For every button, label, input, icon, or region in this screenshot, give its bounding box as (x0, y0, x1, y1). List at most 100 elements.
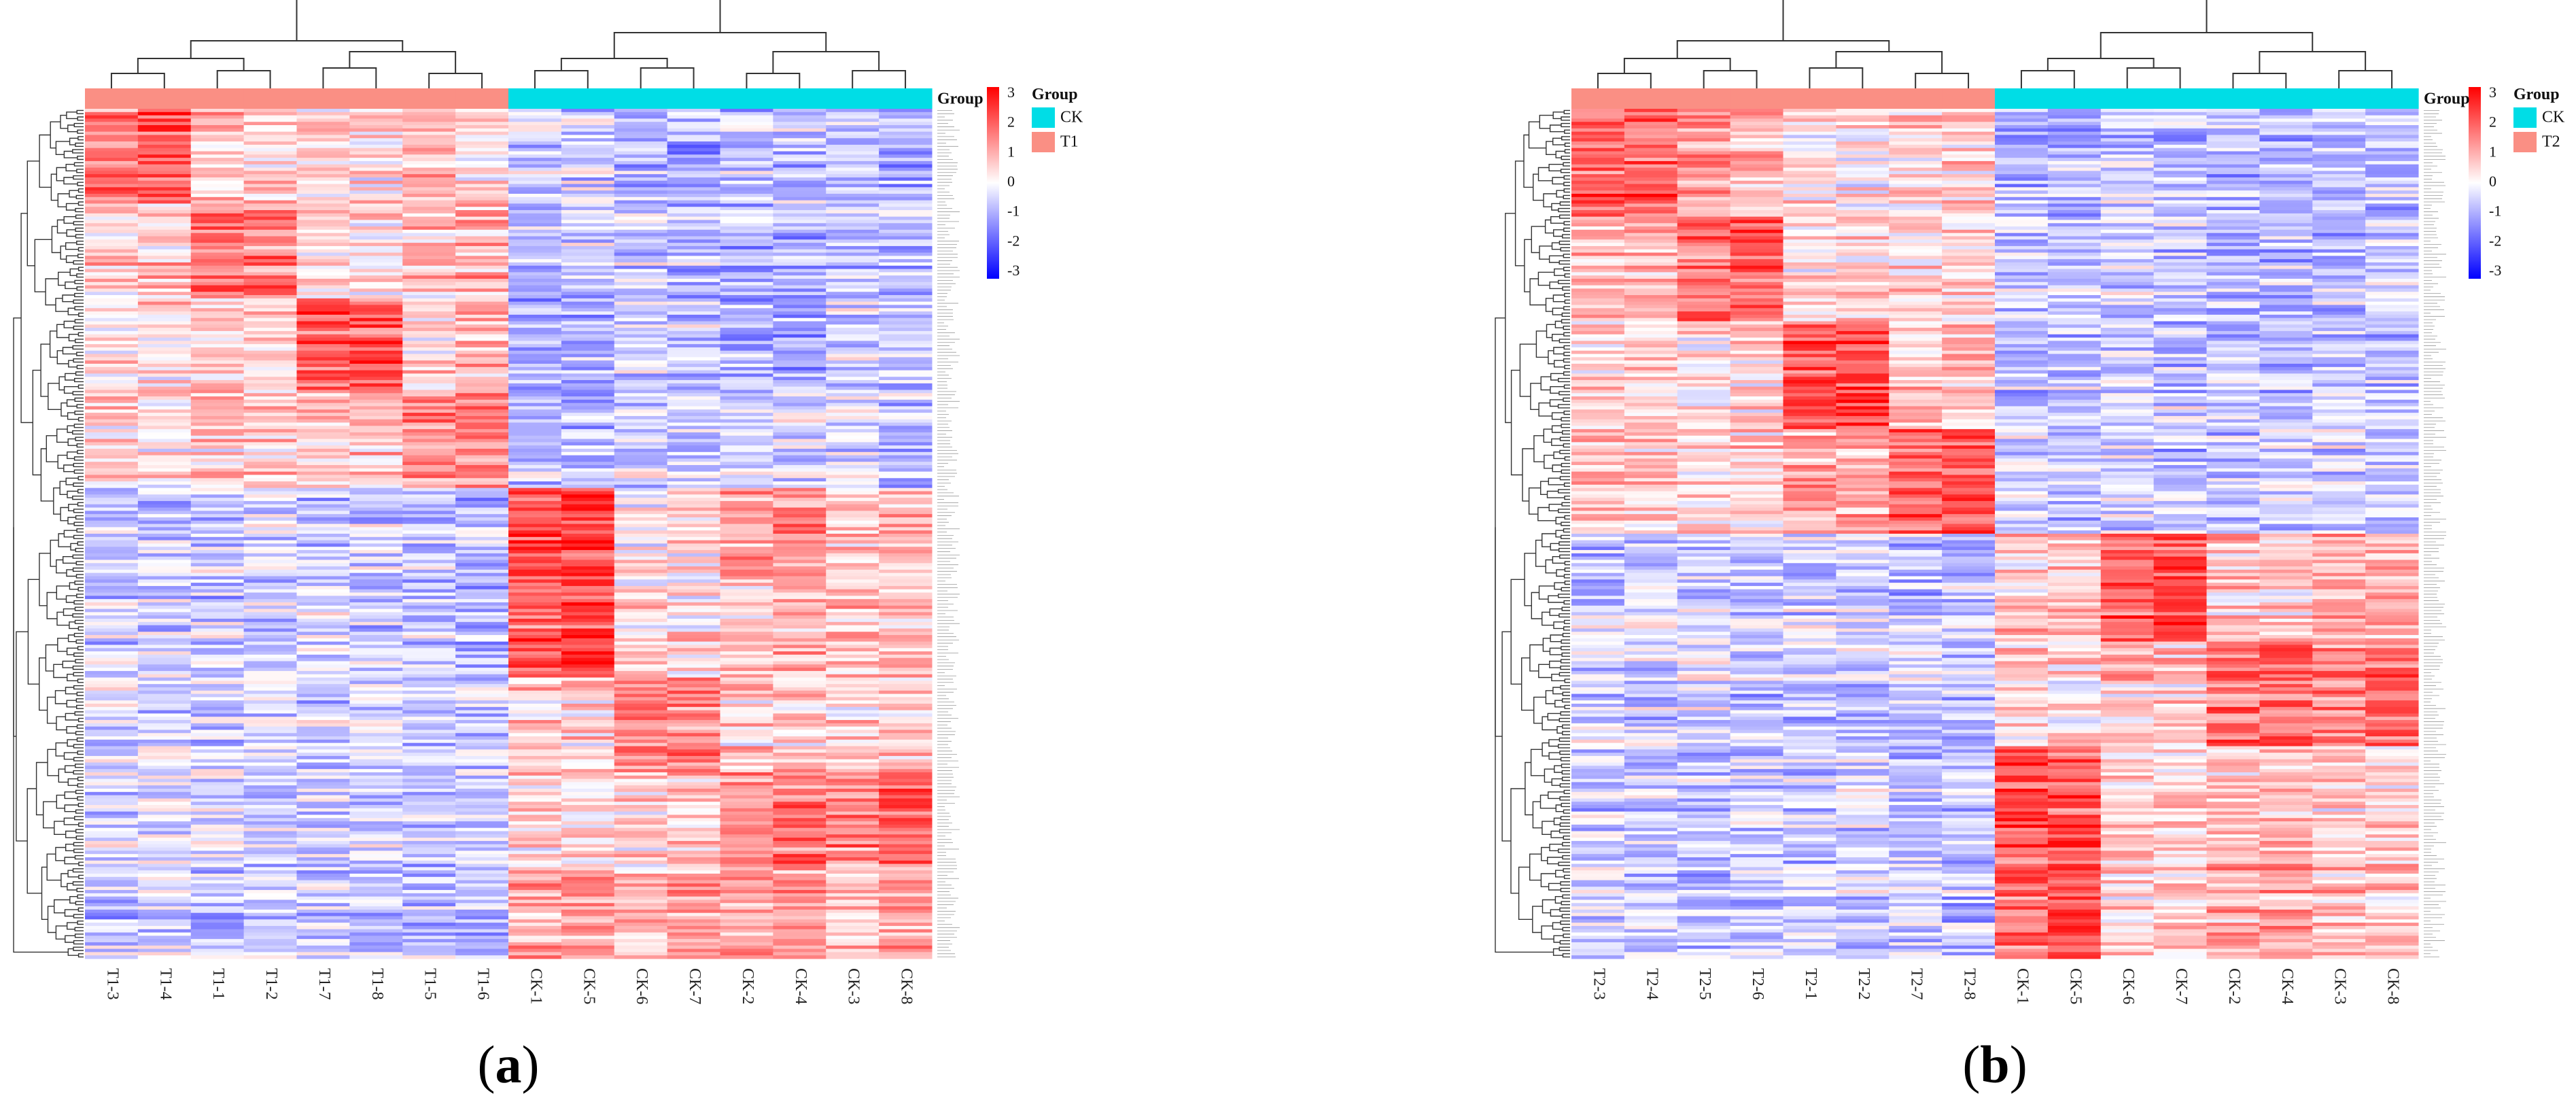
heatmap-cell (455, 838, 509, 842)
heatmap-cell (243, 259, 298, 263)
heatmap-cell (85, 798, 139, 802)
heatmap-cell (190, 334, 245, 339)
heatmap-cell (85, 847, 139, 851)
heatmap-cell (296, 383, 350, 388)
heatmap-cell (826, 308, 880, 312)
group-bar-cell-T1-2 (243, 88, 298, 109)
heatmap-cell (85, 160, 139, 165)
heatmap-cell (455, 279, 509, 283)
heatmap-cell (614, 553, 668, 557)
heatmap-cell (773, 422, 826, 426)
heatmap-cell (667, 471, 721, 475)
heatmap-cell (243, 272, 298, 276)
heatmap-cell (455, 948, 509, 953)
heatmap-cell (243, 386, 298, 390)
heatmap-cell (137, 429, 192, 433)
heatmap-cell (2100, 148, 2155, 152)
heatmap-cell (561, 896, 615, 900)
heatmap-cell (879, 160, 933, 165)
heatmap-cell (243, 534, 298, 538)
heatmap-cell (826, 347, 880, 351)
heatmap-cell (243, 458, 298, 462)
heatmap-cell (190, 383, 245, 388)
heatmap-cell (137, 936, 192, 940)
heatmap-cell (2206, 122, 2260, 126)
heatmap-cell (614, 138, 668, 142)
heatmap-cell (614, 890, 668, 894)
heatmap-cell (614, 265, 668, 270)
heatmap-cell (137, 468, 192, 473)
heatmap-cell (190, 632, 245, 636)
heatmap-cell (2047, 131, 2102, 135)
heatmap-cell (667, 174, 721, 178)
heatmap-cell (773, 759, 826, 764)
heatmap-cell (879, 556, 933, 560)
heatmap-cell (720, 948, 773, 953)
heatmap-cell (137, 504, 192, 509)
row-dendrogram-link (68, 360, 77, 368)
heatmap-cell (879, 275, 933, 279)
heatmap-cell (243, 576, 298, 580)
row-dendrogram-link (66, 111, 78, 120)
heatmap-cell (243, 504, 298, 509)
row-dendrogram-link (77, 417, 84, 422)
heatmap-cell (85, 824, 139, 829)
heatmap-cell (614, 831, 668, 835)
heatmap-cell (667, 782, 721, 786)
group-bar-cell-CK-3 (826, 88, 880, 109)
heatmap-cell (243, 500, 298, 505)
heatmap-cell (85, 455, 139, 459)
group-bar-cell-CK-4 (773, 88, 826, 109)
heatmap-cell (826, 125, 880, 129)
row-dendrogram-link (75, 214, 84, 219)
heatmap-cell (402, 419, 456, 424)
heatmap-cell (667, 455, 721, 459)
group-bar-cell-CK-7 (667, 88, 721, 109)
heatmap-cell (508, 203, 562, 207)
heatmap-cell (85, 281, 139, 286)
heatmap-cell (296, 681, 350, 685)
heatmap-cell (137, 742, 192, 747)
heatmap-cell (190, 337, 245, 341)
heatmap-cell (349, 798, 403, 802)
heatmap-cell (826, 818, 880, 822)
heatmap-cell (85, 867, 139, 871)
heatmap-cell (243, 681, 298, 685)
heatmap-cell (561, 216, 615, 220)
heatmap-cell (296, 700, 350, 704)
heatmap-cell (667, 589, 721, 594)
heatmap-cell (667, 912, 721, 916)
heatmap-cell (667, 608, 721, 613)
row-dendrogram-link (67, 634, 77, 642)
heatmap-cell (349, 399, 403, 404)
heatmap-cell (561, 328, 615, 332)
heatmap-cell (243, 948, 298, 953)
heatmap-cell (508, 194, 562, 198)
heatmap-cell (137, 621, 192, 626)
heatmap-cell (243, 791, 298, 796)
heatmap-cell (773, 838, 826, 842)
heatmap-cell (879, 455, 933, 459)
heatmap-cell (773, 298, 826, 303)
heatmap-cell (1624, 148, 1678, 152)
heatmap-cell (137, 553, 192, 557)
heatmap-cell (614, 775, 668, 780)
heatmap-cell (296, 341, 350, 345)
heatmap-cell (243, 328, 298, 332)
heatmap-cell (85, 344, 139, 348)
heatmap-cell (455, 808, 509, 812)
row-label-ticks (937, 110, 960, 957)
heatmap-cell (508, 569, 562, 574)
heatmap-cell (508, 328, 562, 332)
heatmap-cell (85, 942, 139, 946)
heatmap-cell (614, 422, 668, 426)
heatmap-cell (614, 288, 668, 292)
heatmap-cell (243, 661, 298, 665)
heatmap-cell (508, 330, 562, 335)
heatmap-cell (720, 151, 773, 155)
heatmap-cell (826, 167, 880, 171)
heatmap-cell (137, 798, 192, 802)
heatmap-cell (561, 354, 615, 358)
heatmap-cell (137, 670, 192, 675)
heatmap-cell (85, 664, 139, 668)
